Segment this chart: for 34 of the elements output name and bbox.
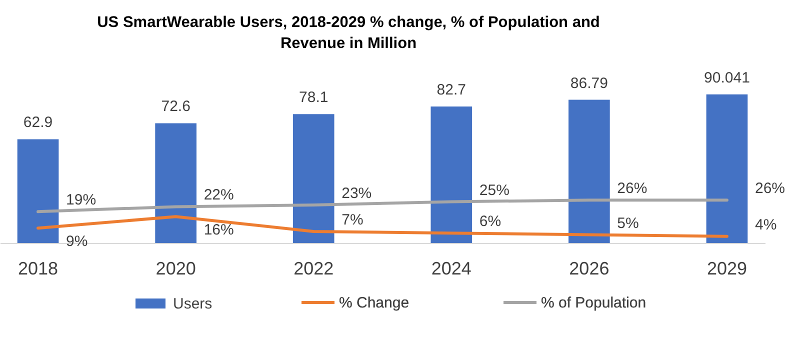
chart-title: US SmartWearable Users, 2018-2029 % change, % of Population and Revenue in Million [97, 14, 600, 52]
data-label: 19% [66, 192, 96, 209]
data-label: 6% [479, 213, 502, 230]
data-label: 82.7 [436, 82, 466, 99]
data-label: 22% [204, 186, 234, 204]
legend-label: Users [173, 296, 212, 312]
data-label: 26% [754, 180, 785, 198]
bar [17, 139, 59, 243]
data-label: 7% [342, 211, 364, 228]
data-label: 90.041 [704, 69, 750, 86]
x-tick-label: 2026 [569, 258, 610, 278]
x-tick-label: 2020 [156, 258, 196, 278]
x-tick-label: 2018 [18, 258, 58, 278]
bar [292, 114, 334, 243]
data-label: 23% [342, 185, 372, 202]
data-label: 78.1 [299, 89, 328, 106]
bar [706, 94, 748, 243]
x-tick-label: 2024 [431, 258, 472, 278]
data-label: 86.79 [570, 74, 608, 92]
data-label: 25% [479, 182, 510, 199]
data-label: 5% [617, 214, 639, 232]
x-tick-label: 2029 [706, 258, 747, 278]
data-label: 26% [617, 180, 648, 198]
data-label: 9% [66, 233, 88, 250]
legend-label: % of Population [541, 294, 646, 312]
data-label: 62.9 [23, 114, 53, 132]
data-label: 4% [754, 216, 777, 234]
bar [430, 106, 472, 243]
x-tick-label: 2022 [294, 258, 334, 278]
legend-label: % Change [339, 294, 410, 312]
data-label: 72.6 [161, 98, 190, 116]
data-label: 16% [204, 222, 234, 239]
bar [568, 100, 610, 243]
bar [155, 123, 196, 243]
